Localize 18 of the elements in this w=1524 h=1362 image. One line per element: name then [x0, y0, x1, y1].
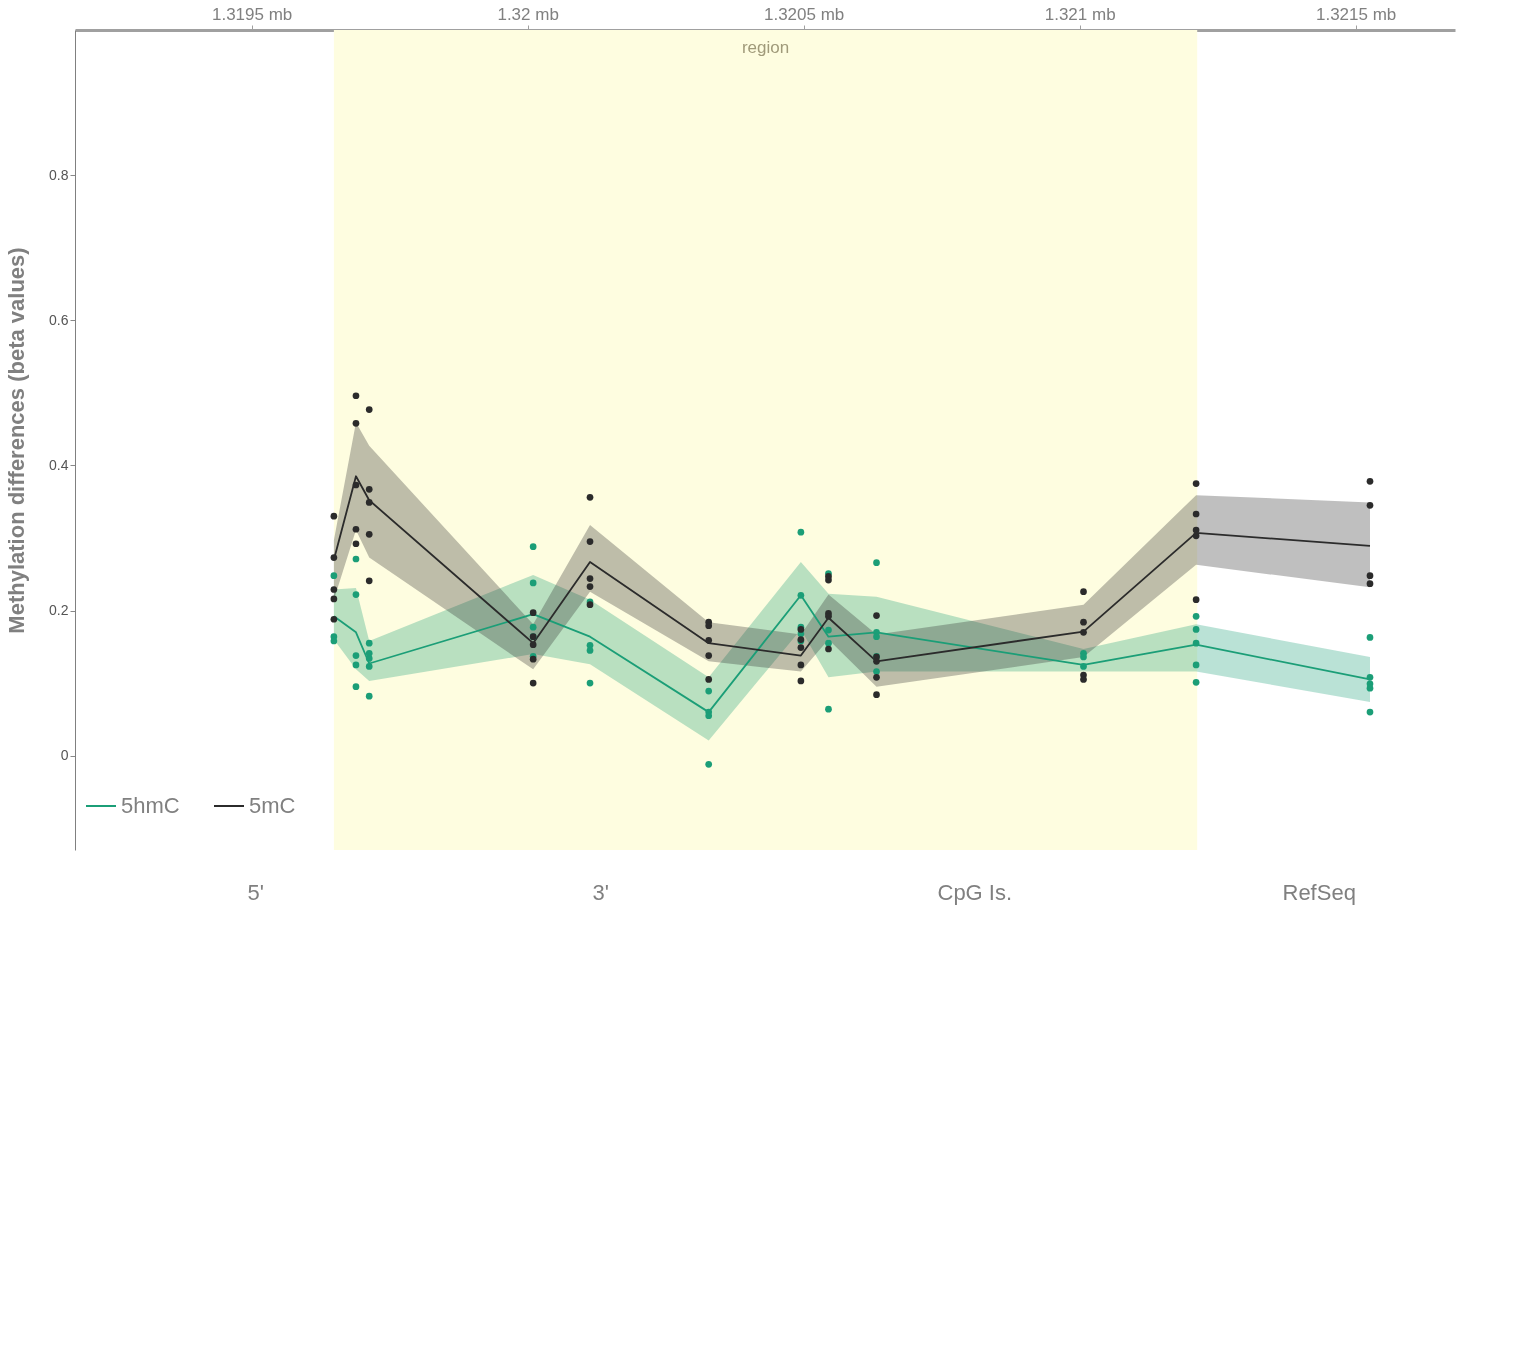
y-tick-label: 0 [60, 747, 69, 764]
x-tick-label: 1.3215 mb [1315, 4, 1397, 24]
text: RefSeq [1282, 880, 1356, 905]
x-tick-label: 1.3205 mb [763, 4, 845, 24]
text: 5' [247, 880, 264, 905]
y-tick-label: 0.2 [49, 602, 69, 619]
x-tick-label: 1.32 mb [497, 4, 559, 24]
y-tick-label: 0.4 [49, 456, 69, 473]
text: CpG Is. [937, 880, 1013, 905]
band-label: region [741, 38, 790, 57]
legend-label: 5mC [249, 793, 296, 818]
x-tick-label: 1.3195 mb [211, 4, 293, 24]
x-tick-label: 1.321 mb [1044, 4, 1116, 24]
text: 3' [592, 880, 609, 905]
y-tick-label: 0.8 [49, 166, 69, 183]
y-axis-title: Methylation differences (beta values) [4, 247, 30, 634]
legend-label: 5hmC [121, 793, 180, 818]
y-tick-label: 0.6 [49, 311, 69, 328]
